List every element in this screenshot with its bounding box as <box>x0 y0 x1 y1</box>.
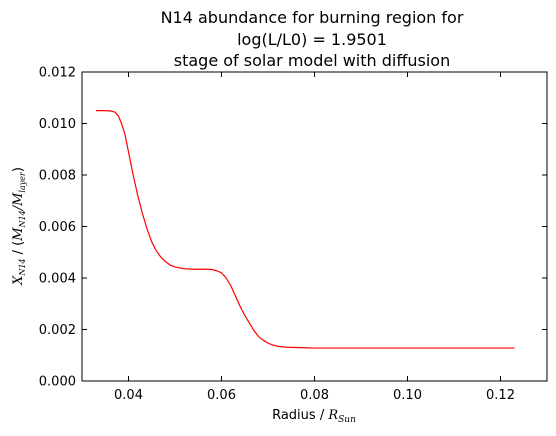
x-axis-label-sub: Sun <box>338 415 356 425</box>
axis-ticks: 0.04 0.06 0.08 0.10 0.12 0.000 0.002 0.004 0.006… <box>39 66 547 403</box>
y-tick-label: 0.006 <box>39 220 76 235</box>
y-label-m2-main: M <box>11 192 26 207</box>
y-label-slash: / <box>11 204 26 212</box>
chart-title-line-2: log(L/L0) = 1.9501 <box>237 30 387 49</box>
x-tick-label: 0.06 <box>207 388 236 403</box>
y-tick-label: 0.012 <box>39 66 76 81</box>
y-tick-label: 0.008 <box>39 169 76 184</box>
y-label-m1-main: M <box>11 227 26 242</box>
x-tick-label: 0.10 <box>393 388 422 403</box>
y-label-x-sub: N14 <box>18 258 27 276</box>
plot-area-frame <box>81 71 548 382</box>
y-label-x-main: X <box>11 275 26 286</box>
chart-title-line-3: stage of solar model with diffusion <box>174 51 450 70</box>
y-label-sep: / ( <box>11 241 26 259</box>
y-label-m2-sub: layer <box>18 171 27 193</box>
y-tick-label: 0.000 <box>39 375 76 390</box>
n14-abundance-line <box>95 110 515 349</box>
y-tick-label: 0.002 <box>39 323 76 338</box>
x-tick-label: 0.12 <box>486 388 515 403</box>
x-axis-label: Radius / RSun <box>272 408 356 425</box>
x-tick-label: 0.08 <box>300 388 329 403</box>
chart-title-line-1: N14 abundance for burning region for <box>161 8 464 27</box>
y-tick-label: 0.004 <box>39 272 76 287</box>
y-label-close: ) <box>11 167 26 172</box>
y-axis-label: XN14 / (MN14/Mlayer) <box>11 167 27 286</box>
y-tick-label: 0.010 <box>39 117 76 132</box>
series-group <box>95 110 515 349</box>
x-axis-label-math: R <box>327 408 338 423</box>
x-axis-label-prefix: Radius / <box>272 408 328 423</box>
y-label-m1-sub: N14 <box>18 210 27 228</box>
x-tick-label: 0.04 <box>114 388 143 403</box>
